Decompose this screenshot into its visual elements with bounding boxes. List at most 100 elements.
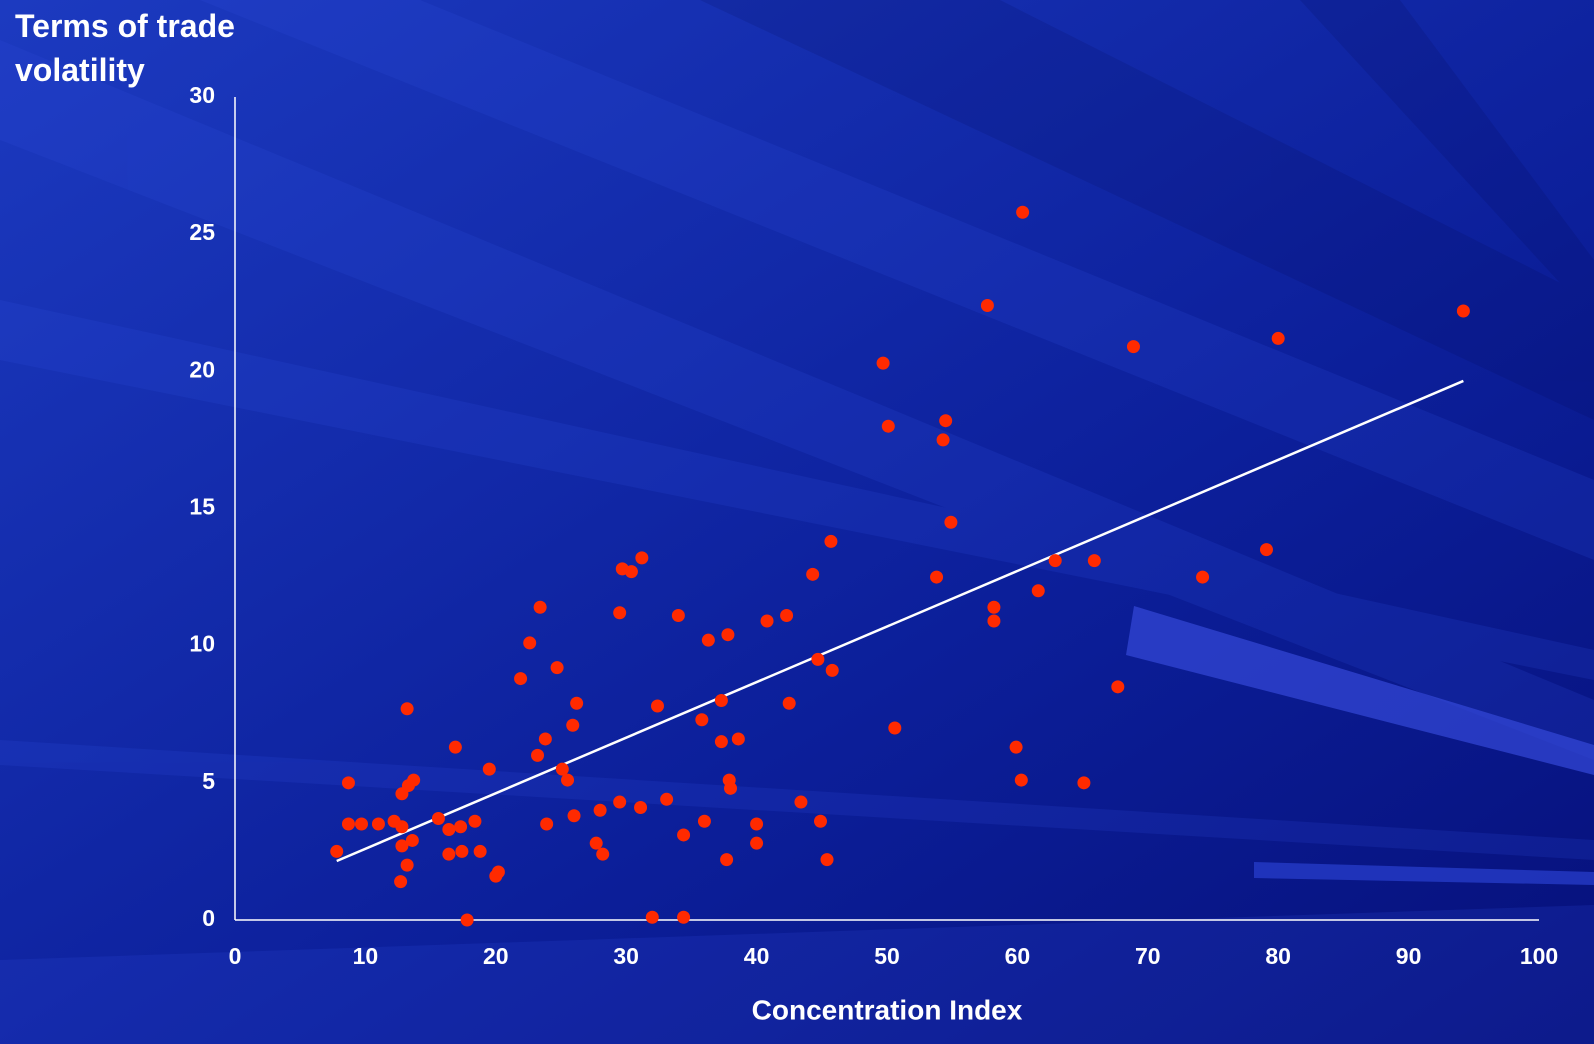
data-point xyxy=(550,661,564,675)
y-tick-label: 30 xyxy=(189,82,215,108)
x-axis-title: Concentration Index xyxy=(752,994,1023,1025)
data-point xyxy=(514,672,528,686)
data-point xyxy=(400,702,414,716)
data-point xyxy=(442,822,456,836)
data-point xyxy=(371,817,385,831)
x-tick-label: 60 xyxy=(1005,943,1031,969)
background-ray xyxy=(1126,606,1594,775)
data-point xyxy=(523,636,537,650)
data-point xyxy=(1077,776,1091,790)
data-point xyxy=(566,718,580,732)
x-tick-label: 90 xyxy=(1396,943,1422,969)
data-point xyxy=(721,628,735,642)
data-point xyxy=(677,910,691,924)
x-tick-label: 70 xyxy=(1135,943,1161,969)
data-point xyxy=(1014,773,1028,787)
x-tick-label: 0 xyxy=(229,943,242,969)
data-point xyxy=(806,567,820,581)
y-tick-label: 20 xyxy=(189,356,215,382)
data-point xyxy=(1031,584,1045,598)
data-point xyxy=(540,817,554,831)
data-point xyxy=(824,534,838,548)
data-point xyxy=(1259,543,1273,557)
data-point xyxy=(980,298,994,312)
data-point xyxy=(394,875,408,889)
y-tick-label: 0 xyxy=(202,905,215,931)
data-point xyxy=(881,419,895,433)
x-tick-label: 50 xyxy=(874,943,900,969)
trend-line xyxy=(336,379,1464,863)
data-point xyxy=(555,762,569,776)
x-tick-label: 100 xyxy=(1520,943,1558,969)
data-point xyxy=(538,732,552,746)
data-point xyxy=(455,844,469,858)
x-tick-label: 80 xyxy=(1265,943,1291,969)
data-point xyxy=(1271,331,1285,345)
data-point xyxy=(431,811,445,825)
data-point xyxy=(613,606,627,620)
data-point xyxy=(341,776,355,790)
y-tick-label: 10 xyxy=(189,631,215,657)
data-point xyxy=(635,551,649,565)
data-point xyxy=(596,847,610,861)
data-point xyxy=(650,699,664,713)
data-point xyxy=(750,817,764,831)
data-point xyxy=(987,600,1001,614)
data-point xyxy=(624,565,638,579)
x-tick-label: 40 xyxy=(744,943,770,969)
x-tick-label: 10 xyxy=(353,943,379,969)
data-point xyxy=(561,773,575,787)
y-tick-label: 25 xyxy=(189,219,215,245)
data-point xyxy=(731,732,745,746)
data-point xyxy=(1087,554,1101,568)
data-point xyxy=(714,694,728,708)
data-point xyxy=(330,844,344,858)
data-point xyxy=(1048,554,1062,568)
background-shadows xyxy=(700,0,1594,420)
data-point xyxy=(714,735,728,749)
y-axis-title: Terms of trade volatility xyxy=(15,8,235,88)
data-point xyxy=(780,608,794,622)
data-point xyxy=(888,721,902,735)
data-point xyxy=(400,858,414,872)
data-point xyxy=(794,795,808,809)
data-point xyxy=(701,633,715,647)
data-point xyxy=(825,663,839,677)
data-point xyxy=(820,853,834,867)
data-point xyxy=(354,817,368,831)
data-point xyxy=(567,809,581,823)
data-point xyxy=(454,820,468,834)
data-point xyxy=(460,913,474,927)
data-point xyxy=(760,614,774,628)
data-point xyxy=(468,814,482,828)
data-point xyxy=(482,762,496,776)
data-point xyxy=(677,828,691,842)
data-point xyxy=(750,836,764,850)
data-point xyxy=(448,740,462,754)
data-point xyxy=(473,844,487,858)
data-point xyxy=(613,795,627,809)
data-point xyxy=(697,814,711,828)
data-point xyxy=(1456,304,1470,318)
data-point xyxy=(491,865,505,879)
data-point xyxy=(695,713,709,727)
data-point xyxy=(407,773,421,787)
data-point xyxy=(813,814,827,828)
data-point xyxy=(570,696,584,710)
data-point xyxy=(724,781,738,795)
x-tick-label: 20 xyxy=(483,943,509,969)
data-point xyxy=(405,833,419,847)
data-point xyxy=(634,801,648,815)
data-point xyxy=(1196,570,1210,584)
data-point xyxy=(936,433,950,447)
data-point xyxy=(395,820,409,834)
data-point xyxy=(533,600,547,614)
x-tick-label: 30 xyxy=(613,943,639,969)
data-point xyxy=(645,910,659,924)
data-point xyxy=(341,817,355,831)
data-point xyxy=(720,853,734,867)
data-point xyxy=(876,356,890,370)
